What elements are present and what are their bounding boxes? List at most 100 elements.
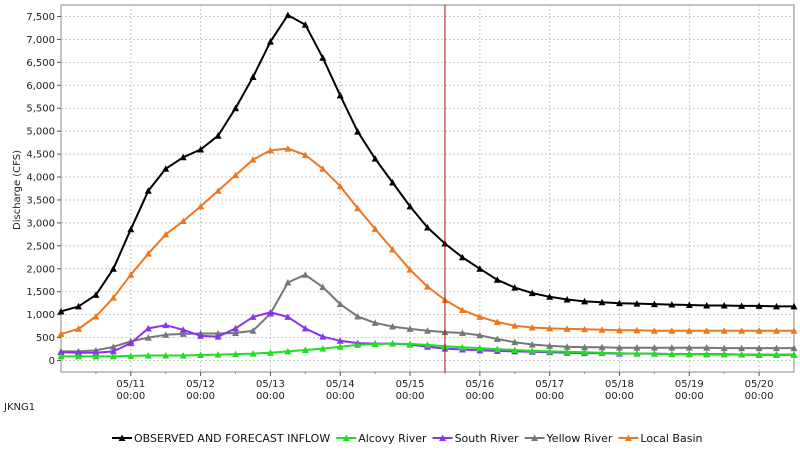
- data-point: [144, 324, 152, 332]
- data-point: [354, 204, 362, 212]
- y-tick-label: 5,500: [26, 104, 55, 115]
- data-point: [476, 265, 484, 272]
- data-point: [493, 276, 501, 283]
- x-tick-time: 00:00: [396, 391, 425, 402]
- data-point: [179, 330, 187, 337]
- data-point: [703, 344, 711, 351]
- data-point: [703, 351, 711, 358]
- data-point: [92, 349, 100, 356]
- data-point: [511, 284, 519, 291]
- data-point: [493, 335, 501, 342]
- data-point: [162, 321, 170, 329]
- data-point: [458, 306, 466, 314]
- legend-item: Local Basin: [618, 432, 703, 445]
- data-point: [371, 155, 379, 162]
- data-point: [57, 352, 65, 360]
- x-tick-date: 05/19: [675, 379, 704, 390]
- data-point: [511, 338, 519, 346]
- data-point: [109, 265, 117, 272]
- data-point: [389, 246, 397, 253]
- y-axis-ticks: 0 500 1,000 1,500 2,000 2,500 3,000 3,500 4,000 4…: [26, 12, 61, 367]
- data-point: [144, 351, 152, 359]
- legend-item: OBSERVED AND FORECAST INFLOW: [112, 432, 330, 445]
- data-point: [755, 344, 763, 352]
- data-point: [790, 327, 798, 334]
- data-point: [424, 283, 431, 290]
- data-point: [476, 313, 484, 320]
- data-point: [755, 302, 763, 309]
- data-point: [685, 301, 693, 308]
- data-point: [581, 325, 589, 333]
- data-point: [284, 11, 292, 19]
- data-point: [703, 327, 711, 334]
- data-point: [615, 344, 623, 351]
- data-point: [197, 332, 205, 339]
- data-point: [755, 327, 763, 334]
- data-point: [633, 300, 641, 307]
- data-point: [668, 350, 676, 358]
- data-point: [668, 301, 676, 308]
- data-point: [162, 331, 170, 338]
- data-point: [109, 347, 117, 355]
- data-point: [74, 325, 82, 332]
- data-point: [720, 351, 728, 358]
- data-point: [371, 319, 379, 326]
- x-tick-time: 00:00: [675, 391, 704, 402]
- data-point: [301, 346, 309, 353]
- data-point: [790, 302, 798, 310]
- data-point: [249, 327, 257, 334]
- data-point: [615, 299, 623, 307]
- data-point: [685, 344, 693, 351]
- data-point: [458, 329, 466, 336]
- data-point: [773, 302, 781, 310]
- data-point: [458, 343, 466, 351]
- grid-layer: [60, 4, 795, 373]
- data-point: [633, 350, 641, 357]
- data-point: [301, 271, 309, 278]
- y-tick-label: 6,000: [26, 81, 55, 92]
- data-point: [197, 202, 205, 210]
- legend-swatch-marker: [342, 434, 350, 441]
- y-tick-label: 500: [36, 333, 55, 344]
- legend-item: Yellow River: [524, 432, 613, 445]
- data-point: [424, 223, 431, 231]
- data-point: [581, 297, 589, 305]
- x-tick-date: 05/17: [535, 379, 564, 390]
- data-point: [650, 344, 658, 351]
- legend-label: Local Basin: [640, 432, 702, 445]
- data-point: [528, 289, 536, 297]
- data-point: [249, 156, 257, 163]
- x-tick-date: 05/13: [256, 379, 285, 390]
- data-point: [232, 329, 240, 336]
- data-point: [232, 324, 240, 332]
- data-point: [354, 312, 362, 320]
- data-point: [354, 341, 362, 348]
- data-point: [563, 296, 571, 303]
- data-point: [493, 345, 501, 353]
- data-point: [563, 348, 571, 355]
- data-point: [232, 350, 240, 358]
- data-point: [214, 187, 222, 194]
- data-point: [301, 324, 309, 332]
- y-tick-label: 3,500: [26, 195, 55, 206]
- data-point: [389, 179, 397, 186]
- data-point: [546, 342, 554, 349]
- data-point: [738, 344, 746, 352]
- data-point: [406, 266, 414, 273]
- data-point: [284, 313, 292, 320]
- data-point: [214, 351, 222, 358]
- data-point: [528, 324, 536, 331]
- data-point: [127, 339, 135, 347]
- data-point: [546, 293, 554, 300]
- data-point: [92, 291, 100, 298]
- legend-label: OBSERVED AND FORECAST INFLOW: [134, 432, 330, 445]
- data-point: [650, 327, 658, 334]
- data-point: [668, 344, 676, 351]
- x-tick-time: 00:00: [256, 391, 285, 402]
- y-tick-label: 4,000: [26, 173, 55, 184]
- data-point: [249, 73, 257, 80]
- data-point: [511, 346, 519, 353]
- data-point: [144, 334, 152, 341]
- data-point: [74, 352, 82, 360]
